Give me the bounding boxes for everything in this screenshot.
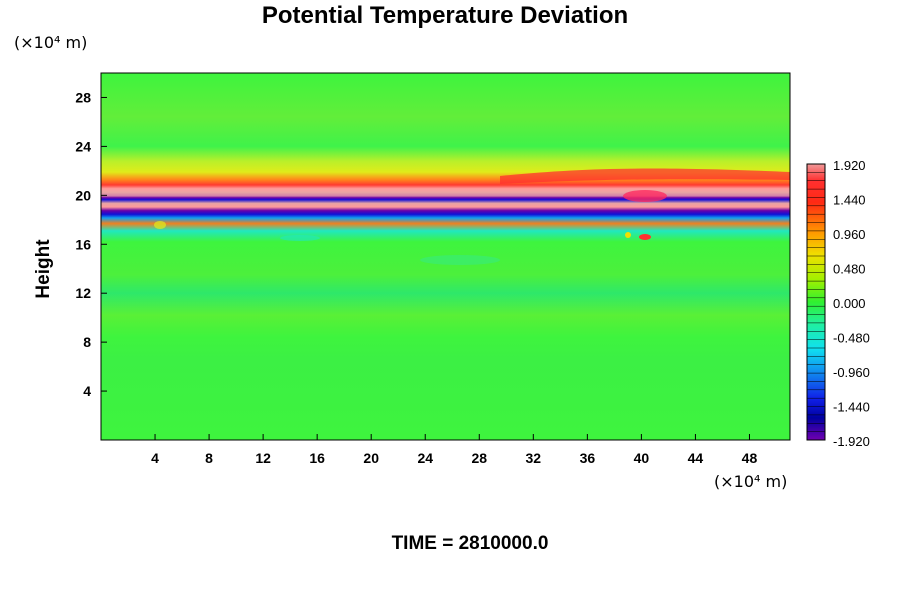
colorbar-label: -0.960 <box>833 365 870 380</box>
colorbar-label: 0.960 <box>833 227 866 242</box>
x-tick-label: 8 <box>205 450 213 466</box>
colorbar-labels: 1.920 1.440 0.960 0.480 0.000 -0.480 -0.960 -1.… <box>833 158 870 449</box>
y-tick-label: 16 <box>75 236 91 252</box>
cool-blob-2 <box>420 255 500 265</box>
colorbar-label: 1.440 <box>833 193 866 208</box>
colorbar-label: -1.920 <box>833 434 870 449</box>
chart-title: Potential Temperature Deviation <box>261 2 629 29</box>
y-tick-label: 20 <box>75 187 91 203</box>
colorbar-frame <box>806 163 826 441</box>
x-tick-label: 36 <box>580 450 596 466</box>
x-tick-label: 44 <box>688 450 704 466</box>
x-tick-label: 16 <box>309 450 325 466</box>
x-tick-label: 20 <box>363 450 379 466</box>
y-axis: 4 8 12 16 20 24 28 <box>75 89 107 399</box>
y-tick-label: 4 <box>83 383 91 399</box>
y-tick-label: 8 <box>83 334 91 350</box>
colorbar-label: -1.440 <box>833 400 870 415</box>
x-axis-unit: (×10⁴ m) <box>714 472 788 491</box>
y-tick-label: 24 <box>75 138 91 154</box>
x-tick-label: 4 <box>151 450 159 466</box>
heatmap-field <box>100 72 791 441</box>
x-tick-label: 40 <box>634 450 650 466</box>
warm-blob <box>639 234 651 240</box>
y-tick-label: 28 <box>75 89 91 105</box>
colorbar-label: -0.480 <box>833 331 870 346</box>
cool-blob <box>280 235 320 241</box>
y-tick-label: 12 <box>75 285 91 301</box>
x-tick-label: 12 <box>255 450 271 466</box>
colorbar-label: 1.920 <box>833 158 866 173</box>
colorbar-label: 0.000 <box>833 296 866 311</box>
x-tick-label: 32 <box>526 450 542 466</box>
x-tick-label: 28 <box>471 450 487 466</box>
plot-frame <box>100 72 791 441</box>
colorbar: 1.920 1.440 0.960 0.480 0.000 -0.480 -0.960 -1.… <box>806 158 870 449</box>
x-axis: 4 8 12 16 20 24 28 32 36 40 44 48 <box>151 434 757 466</box>
x-tick-label: 48 <box>742 450 758 466</box>
y-axis-unit: (×10⁴ m) <box>14 33 88 52</box>
x-tick-label: 24 <box>417 450 433 466</box>
colorbar-label: 0.480 <box>833 262 866 277</box>
colorbar-level-lines <box>807 172 825 432</box>
heatmap-background <box>101 73 790 440</box>
warm-anomaly-40 <box>623 190 667 202</box>
warm-streak <box>500 168 790 184</box>
weak-blob <box>154 221 166 229</box>
warm-blob-2 <box>625 232 631 238</box>
time-label: TIME = 2810000.0 <box>391 533 549 554</box>
colorbar-scale <box>807 164 825 440</box>
